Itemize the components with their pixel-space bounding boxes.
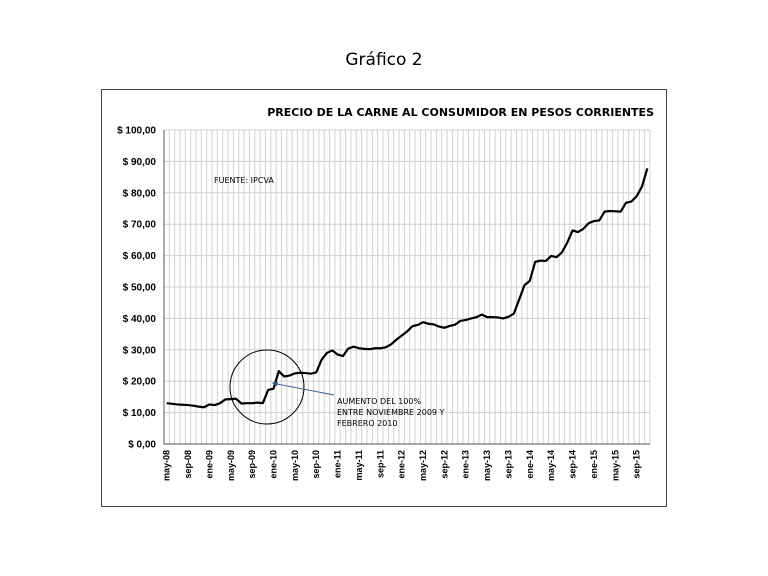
chart-title: PRECIO DE LA CARNE AL CONSUMIDOR EN PESO…: [267, 106, 654, 119]
x-tick-label: sep-15: [632, 450, 642, 479]
y-tick-label: $ 70,00: [123, 220, 157, 231]
y-tick-label: $ 0,00: [128, 440, 156, 451]
y-tick-label: $ 20,00: [123, 377, 157, 388]
x-tick-label: may-15: [610, 450, 620, 481]
annotation-line-2: ENTRE NOVIEMBRE 2009 Y: [337, 408, 445, 417]
annotation-line-3: FEBRERO 2010: [337, 419, 398, 428]
x-tick-label: ene-10: [268, 450, 278, 479]
y-tick-label: $ 30,00: [123, 345, 157, 356]
y-tick-label: $ 100,00: [117, 126, 156, 137]
x-tick-label: sep-13: [503, 450, 513, 479]
x-tick-label: sep-10: [311, 450, 321, 479]
chart-frame: $ 0,00 $ 10,00 $ 20,00 $ 30,00 $ 40,00 $ 50,0…: [101, 89, 667, 507]
x-tick-label: sep-09: [247, 450, 257, 479]
y-tick-label: $ 10,00: [123, 408, 157, 419]
line-chart: $ 0,00 $ 10,00 $ 20,00 $ 30,00 $ 40,00 $ 50,0…: [117, 106, 654, 481]
y-tick-label: $ 80,00: [123, 188, 157, 199]
y-tick-label: $ 60,00: [123, 251, 157, 262]
x-tick-label: sep-08: [183, 450, 193, 479]
x-tick-label: may-10: [290, 450, 300, 481]
x-tick-label: ene-12: [397, 450, 407, 479]
x-tick-label: may-08: [162, 450, 172, 481]
gridlines: [163, 129, 651, 444]
y-tick-label: $ 90,00: [123, 157, 157, 168]
x-tick-label: may-13: [482, 450, 492, 481]
x-tick-label: ene-11: [333, 450, 343, 478]
x-tick-label: ene-13: [461, 450, 471, 479]
annotation-arrow: [272, 382, 335, 396]
annotation-line-1: AUMENTO DEL 100%: [337, 397, 421, 406]
y-tick-label: $ 50,00: [123, 283, 157, 294]
x-tick-label: ene-15: [589, 450, 599, 479]
y-tick-labels: $ 0,00 $ 10,00 $ 20,00 $ 30,00 $ 40,00 $ 50,0…: [117, 126, 156, 451]
x-tick-label: sep-12: [439, 450, 449, 479]
x-tick-label: may-14: [546, 450, 556, 481]
axes: [163, 130, 650, 445]
highlight-circle: [229, 349, 305, 425]
x-tick-label: may-11: [354, 450, 364, 481]
series-line: [166, 168, 649, 409]
source-note: FUENTE: IPCVA: [214, 176, 274, 185]
x-tick-label: ene-09: [204, 450, 214, 479]
x-tick-label: sep-11: [375, 450, 385, 478]
x-tick-label: may-09: [226, 450, 236, 481]
annotation-arrowhead: [272, 381, 279, 387]
x-tick-label: sep-14: [568, 450, 578, 479]
x-tick-labels: may-08 sep-08 ene-09 may-09 sep-09 ene-10 may-…: [162, 450, 642, 481]
page-title: Gráfico 2: [345, 50, 423, 70]
x-tick-label: ene-14: [525, 450, 535, 479]
y-tick-label: $ 40,00: [123, 314, 157, 325]
x-tick-label: may-12: [418, 450, 428, 481]
